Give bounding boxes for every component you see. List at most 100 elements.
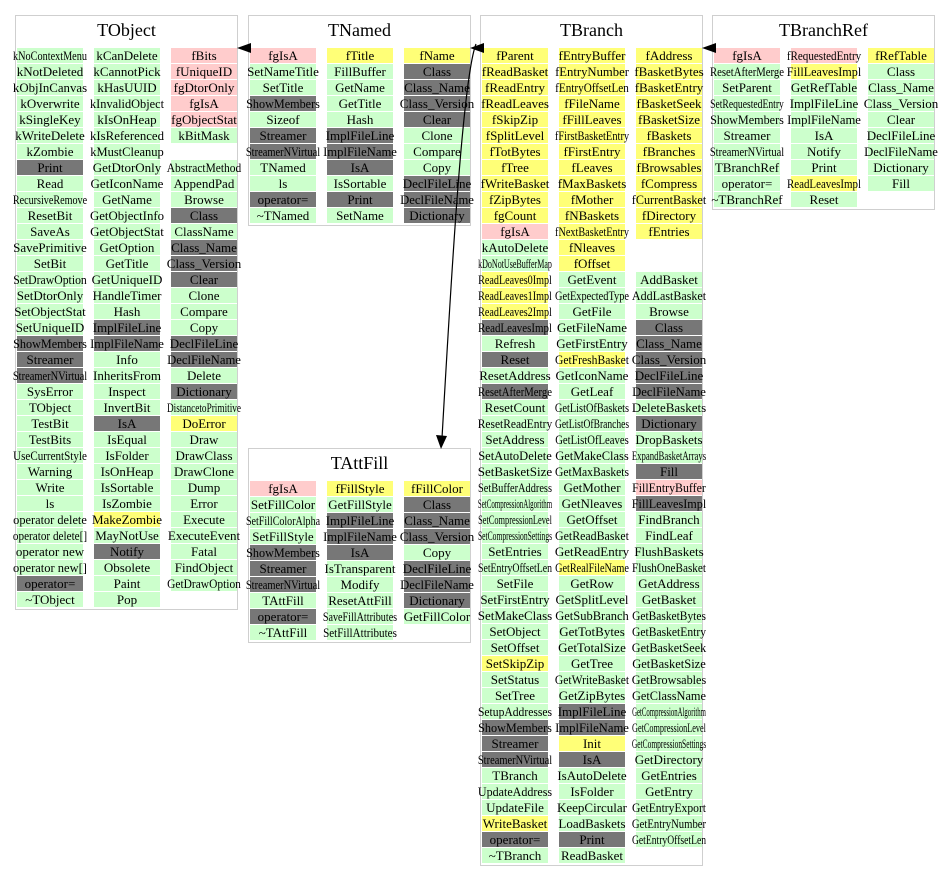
member-cell: fFillLeaves xyxy=(559,112,625,127)
member-cell: HandleTimer xyxy=(93,288,161,303)
member-label: GetTree xyxy=(570,656,614,671)
member-cell: Print xyxy=(559,832,625,847)
member-label: GetZipBytes xyxy=(558,688,626,703)
member-label: GetExpectedType xyxy=(555,288,629,303)
member-cell: AppendPad xyxy=(171,176,237,191)
member-label: ShowMembers xyxy=(246,96,320,111)
member-cell: IsA xyxy=(327,160,393,175)
member-cell: DoError xyxy=(171,416,237,431)
member-cell: Draw xyxy=(171,432,237,447)
member-cell: GetLeaf xyxy=(559,384,625,399)
member-label: fBasketBytes xyxy=(634,64,704,79)
member-cell: kCanDelete xyxy=(94,48,160,63)
member-cell: GetTitle xyxy=(94,256,160,271)
member-cell: DropBaskets xyxy=(635,432,703,447)
member-label: GetDrawOption xyxy=(167,576,241,591)
class-box-tattfill: TAttFill fgIsA SetFillColor SetFillColorAlp… xyxy=(246,448,474,643)
member-label: Class_Name xyxy=(636,336,702,351)
class-title: TBranch xyxy=(560,20,623,40)
member-label: GetCompressionSettings xyxy=(631,736,707,751)
member-cell: Hash xyxy=(327,112,393,127)
member-cell: kIsOnHeap xyxy=(94,112,160,127)
member-label: UpdateAddress xyxy=(477,784,553,799)
member-cell: Dictionary xyxy=(636,416,702,431)
member-cell: TObject xyxy=(17,400,83,415)
member-label: GetBasketSeek xyxy=(631,640,707,655)
member-cell: Clear xyxy=(404,112,470,127)
member-label: UseCurrentStyle xyxy=(13,448,87,463)
member-cell: Streamer xyxy=(17,352,83,367)
member-label: Class_Name xyxy=(868,80,934,95)
member-cell: operator= xyxy=(714,176,780,191)
member-label: kHasUUID xyxy=(97,80,157,95)
member-label: fgIsA xyxy=(500,224,530,239)
member-cell: kSingleKey xyxy=(17,112,83,127)
member-label: fgIsA xyxy=(268,481,298,496)
member-cell: GetRealFileName xyxy=(555,560,629,575)
member-cell: fFileName xyxy=(559,96,625,111)
member-cell: IsA xyxy=(94,416,160,431)
member-cell: fReadEntry xyxy=(482,80,548,95)
member-cell: GetReadEntry xyxy=(555,544,629,559)
member-cell: GetEvent xyxy=(559,272,625,287)
member-label: GetClassName xyxy=(631,688,707,703)
member-cell: fTree xyxy=(482,160,548,175)
member-cell: AddBasket xyxy=(636,272,702,287)
member-cell: fNextBasketEntry xyxy=(555,224,629,239)
member-label: MakeZombie xyxy=(91,512,163,527)
member-cell: StreamerNVirtual xyxy=(13,368,87,383)
member-cell: fTitle xyxy=(327,48,393,63)
member-label: SetNameTitle xyxy=(247,64,319,79)
member-cell: kNoContextMenu xyxy=(13,48,87,63)
member-cell: Streamer xyxy=(482,736,548,751)
member-cell: Class_Version xyxy=(400,529,474,544)
member-label: GetFirstEntry xyxy=(556,336,628,351)
member-label: GetFillColor xyxy=(403,609,471,624)
member-cell: StreamerNVirtual xyxy=(246,577,320,592)
member-label: GetTitle xyxy=(338,96,382,111)
member-label: fAddress xyxy=(645,48,693,63)
member-cell: FlushOneBasket xyxy=(632,560,706,575)
member-label: Hash xyxy=(346,112,374,127)
member-cell: Copy xyxy=(404,545,470,560)
member-label: DrawClass xyxy=(175,448,233,463)
member-cell: kCannotPick xyxy=(93,64,161,79)
member-label: GetEvent xyxy=(567,272,617,287)
member-label: SetFillAttributes xyxy=(323,625,397,640)
member-cell: FillLeavesImpl xyxy=(632,496,706,511)
member-cell: FindBranch xyxy=(636,512,702,527)
member-cell: StreamerNVirtual xyxy=(710,144,784,159)
member-label: SaveAs xyxy=(30,224,70,239)
member-cell: Write xyxy=(17,480,83,495)
member-cell: fWriteBasket xyxy=(481,176,549,191)
member-label: DeclFileLine xyxy=(634,368,704,383)
member-label: DeleteBaskets xyxy=(631,400,707,415)
member-cell: SetDtorOnly xyxy=(17,288,83,303)
member-cell: Reset xyxy=(791,192,857,207)
member-cell: GetIconName xyxy=(91,176,163,191)
class-box-tobject: TObject kNoContextMenu kNotDeleted kObjInCa… xyxy=(13,15,241,610)
member-cell: FillLeavesImpl xyxy=(787,64,861,79)
member-cell: UpdateAddress xyxy=(478,784,552,799)
member-cell: kBitMask xyxy=(171,128,237,143)
member-cell: SetBit xyxy=(17,256,83,271)
member-cell: ImplFileLine xyxy=(93,320,161,335)
member-cell: ShowMembers xyxy=(710,112,784,127)
member-label: ~TAttFill xyxy=(258,625,308,640)
member-label: DeclFileName xyxy=(167,352,241,367)
member-label: fRequestedEntry xyxy=(786,48,862,63)
member-cell: fgDtorOnly xyxy=(171,80,237,95)
member-label: Print xyxy=(579,832,605,847)
member-label: Obsolete xyxy=(103,560,151,575)
member-cell: fgIsA xyxy=(250,48,316,63)
member-label: SetRequestedEntry xyxy=(710,96,784,111)
member-label: Streamer xyxy=(491,736,539,751)
member-label: IsFolder xyxy=(570,784,614,799)
member-label: Clear xyxy=(886,112,916,127)
member-label: SetSkipZip xyxy=(485,656,545,671)
member-label: Execute xyxy=(183,512,225,527)
member-label: Print xyxy=(347,192,373,207)
member-cell: SetAutoDelete xyxy=(478,448,552,463)
member-label: GetFillStyle xyxy=(328,497,392,512)
member-label: Write xyxy=(35,480,65,495)
